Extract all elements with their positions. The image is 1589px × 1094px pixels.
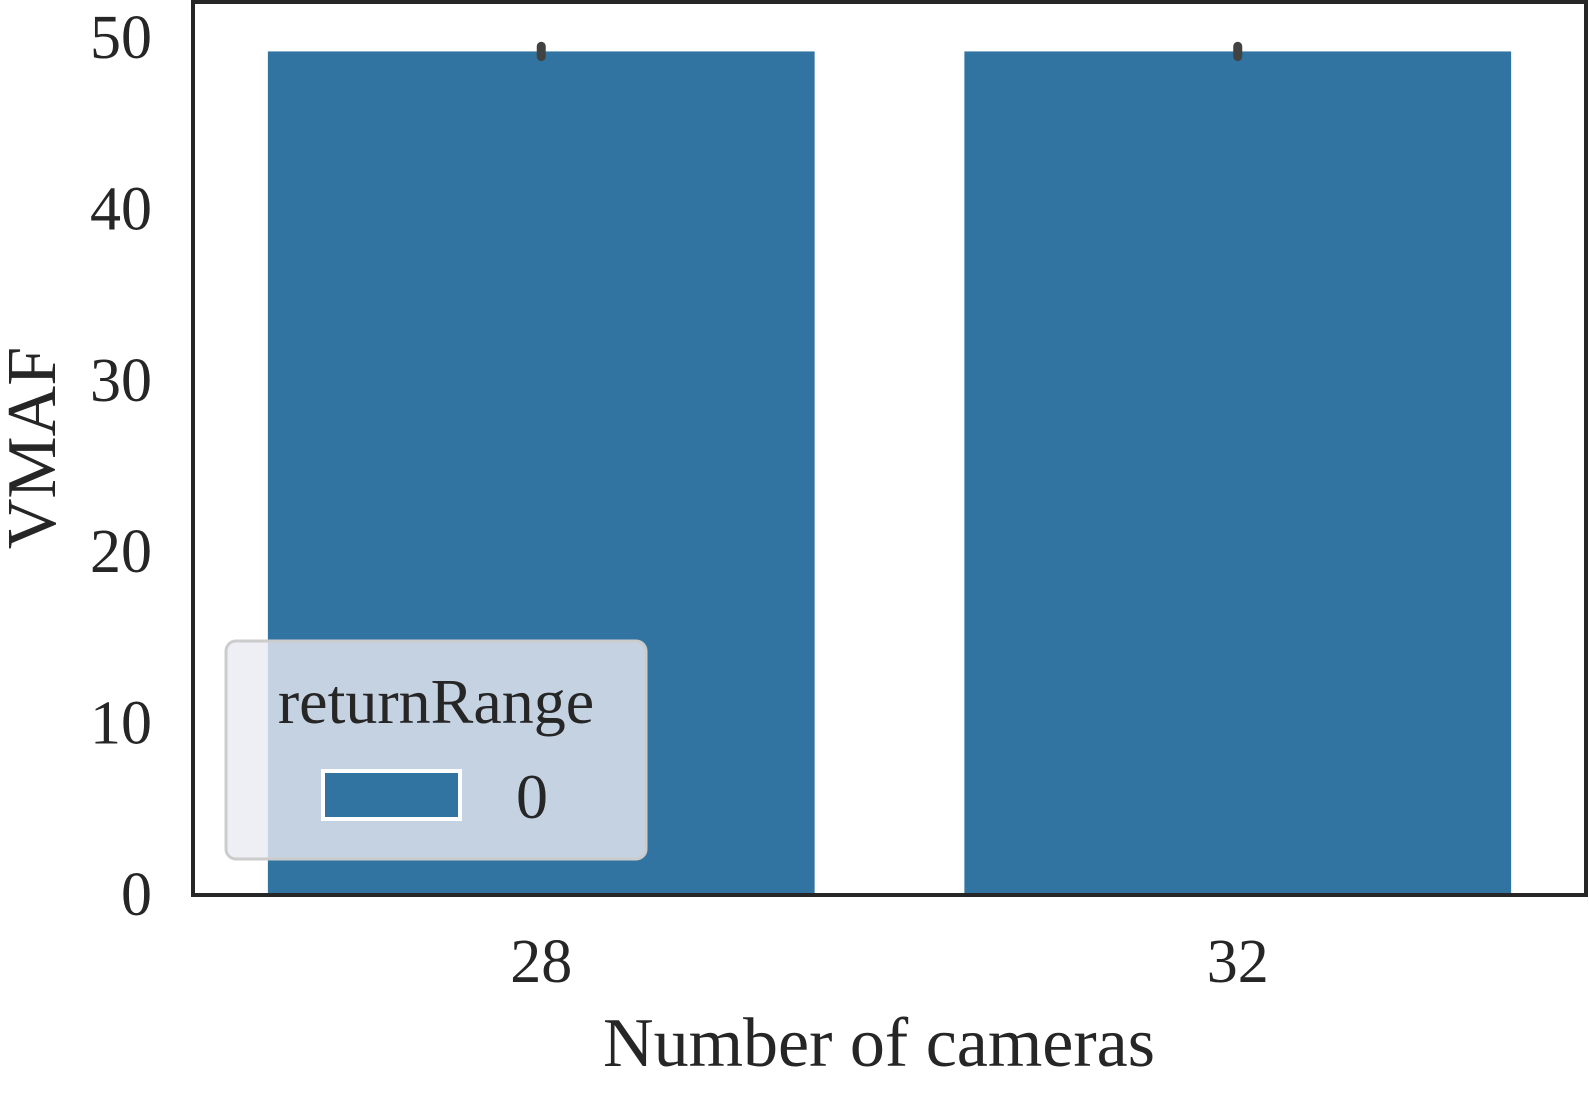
y-tick-label: 0 <box>121 861 152 929</box>
y-tick-label: 30 <box>90 347 152 415</box>
y-tick-label: 50 <box>90 4 152 72</box>
y-tick-label: 10 <box>90 690 152 758</box>
y-tick-label: 20 <box>90 518 152 586</box>
error-bars <box>536 41 1243 62</box>
legend: returnRange 0 <box>224 639 648 861</box>
x-axis-label: Number of cameras <box>603 1005 1155 1082</box>
y-axis-ticks: 0 10 20 30 40 50 <box>90 4 152 929</box>
legend-entry-label: 0 <box>516 761 548 832</box>
legend-title: returnRange <box>278 666 594 737</box>
x-tick-label: 32 <box>1207 928 1269 996</box>
plot-frame <box>191 0 1588 897</box>
legend-swatch <box>321 769 462 821</box>
y-tick-label: 40 <box>90 175 152 243</box>
bar-32 <box>964 51 1512 893</box>
x-tick-label: 28 <box>510 928 572 996</box>
y-axis-label: VMAF <box>0 347 71 549</box>
x-axis-ticks: 28 32 <box>510 928 1269 996</box>
